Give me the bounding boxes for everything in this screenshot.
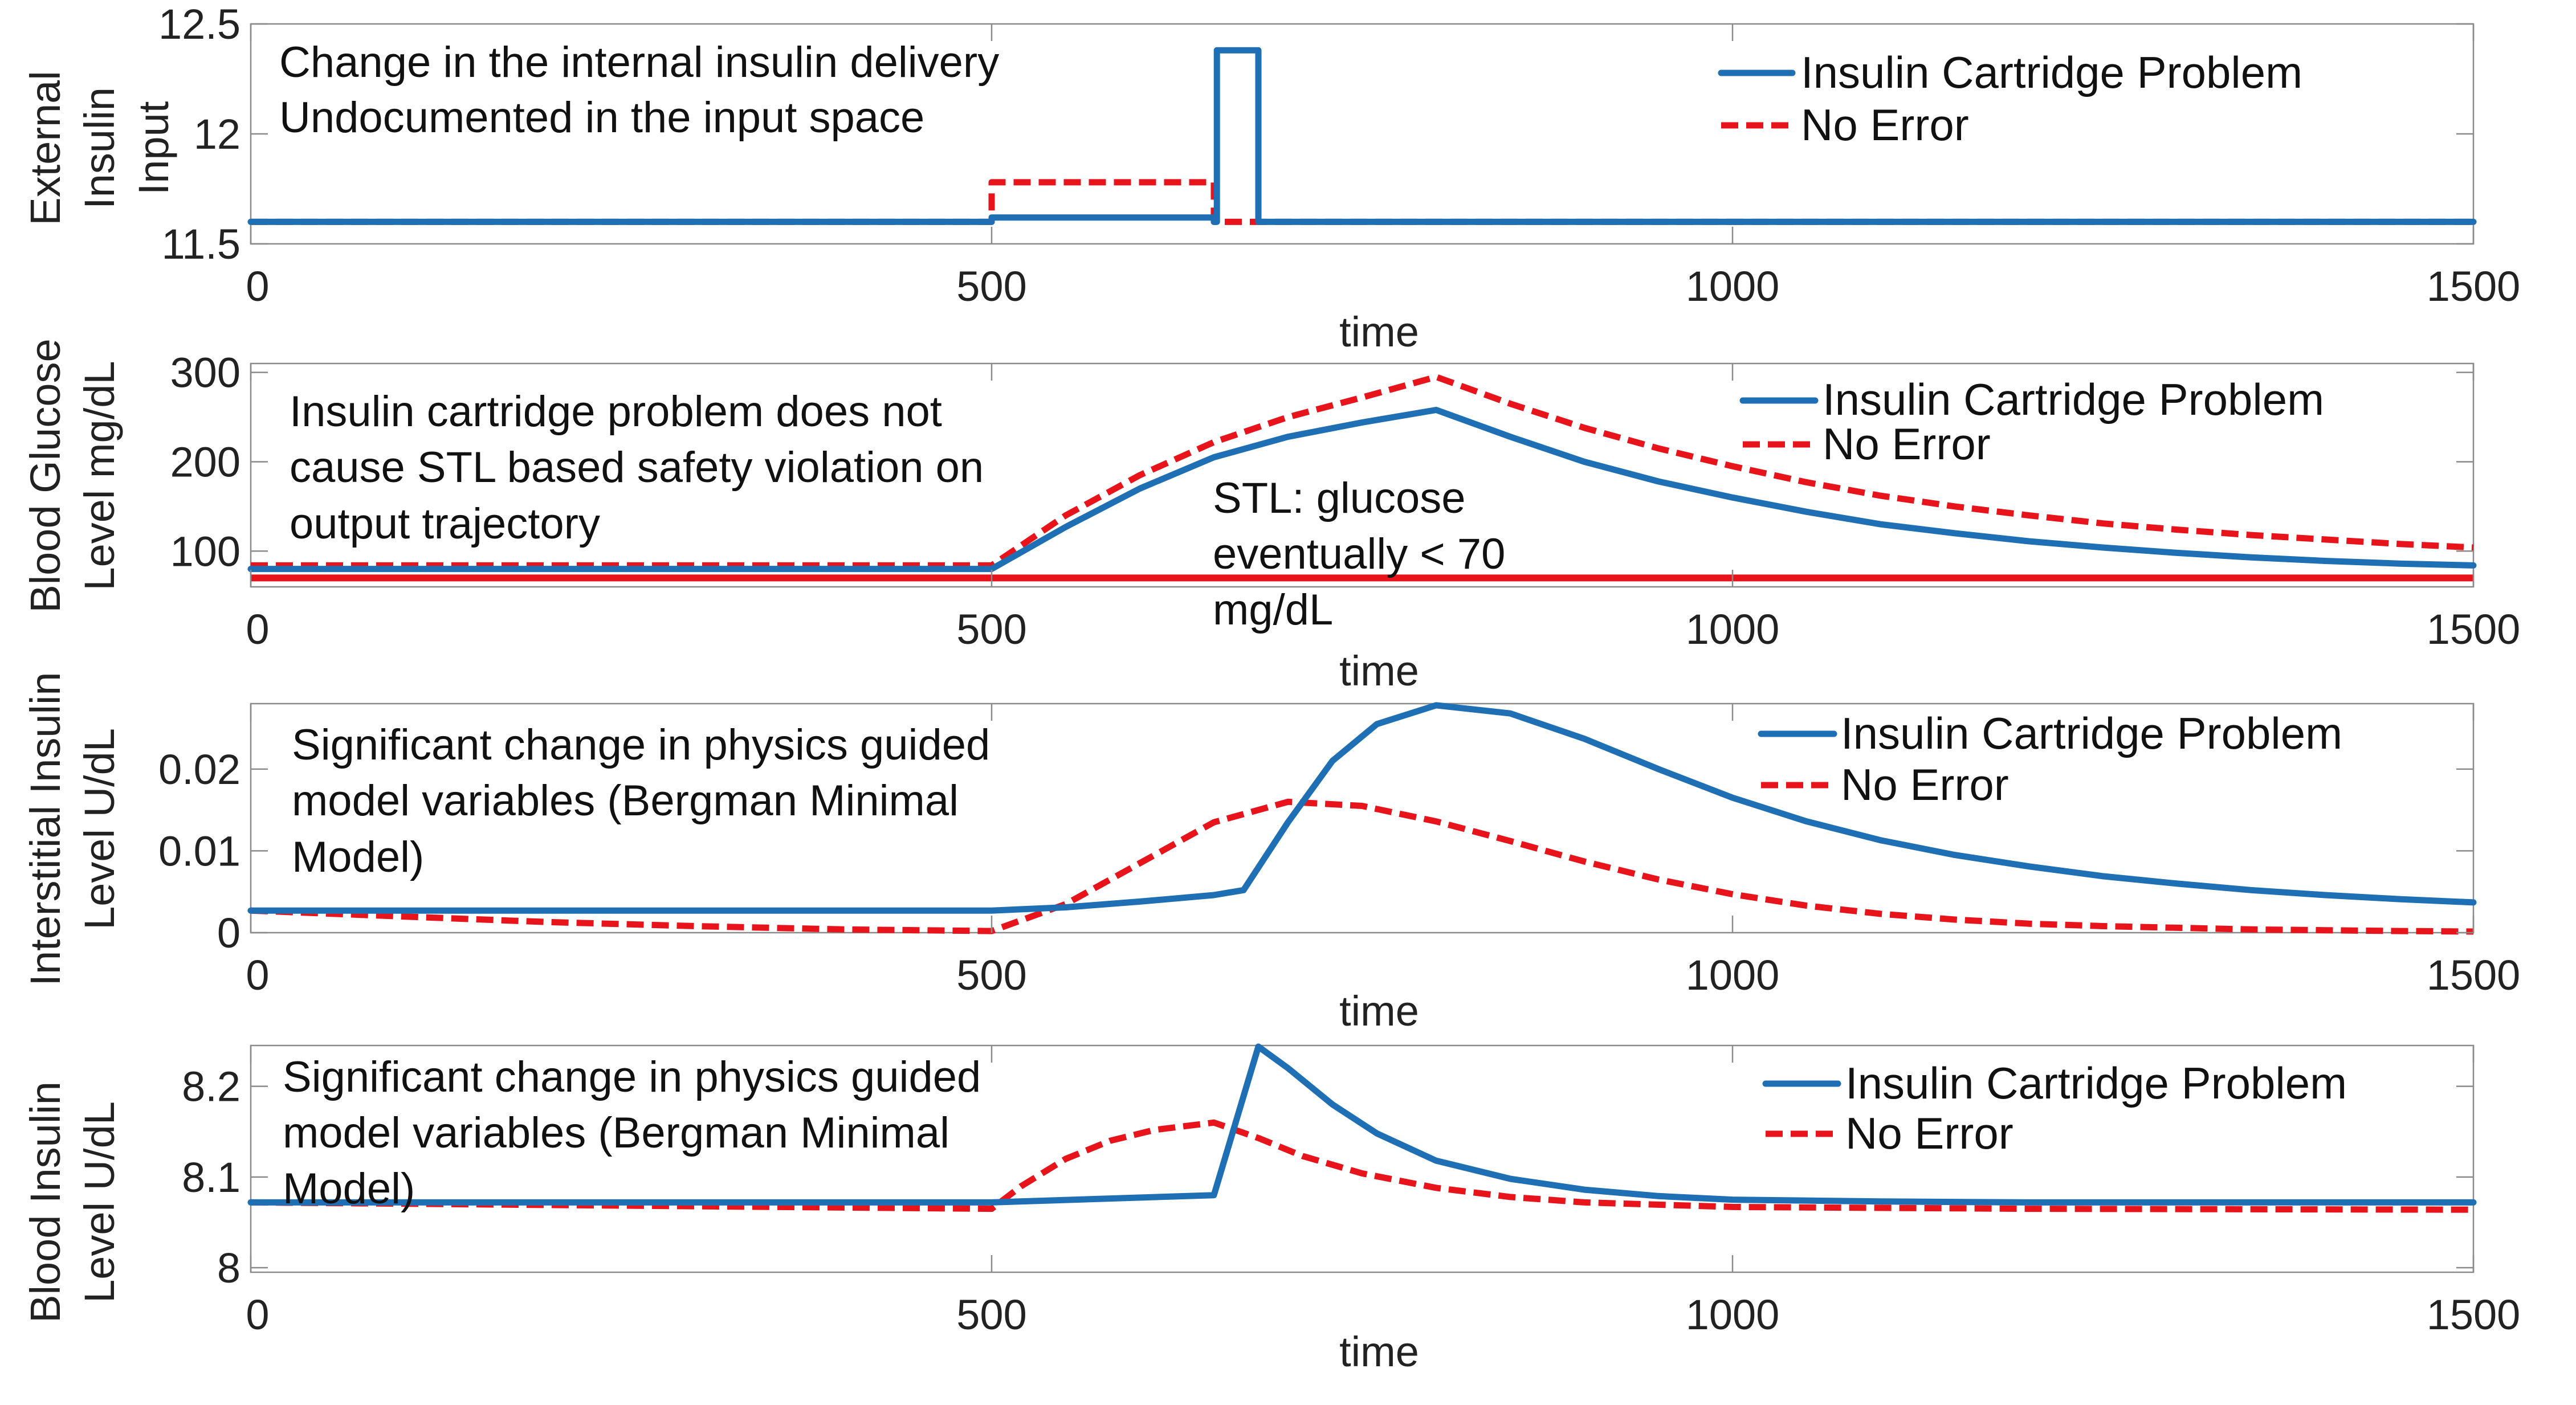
x-tick-label: 1500 — [2427, 606, 2521, 653]
x-tick-label: 1500 — [2427, 1291, 2521, 1338]
x-tick-label: 1500 — [2427, 263, 2521, 310]
x-tick-label: 500 — [956, 951, 1026, 999]
series-line-cartridge — [247, 1043, 2477, 1206]
series-line-no-error — [250, 1119, 2474, 1213]
series-line-cartridge — [247, 47, 2477, 225]
x-tick-label: 1000 — [1686, 263, 1780, 310]
x-axis-label: time — [1339, 1328, 1419, 1375]
plot-area — [250, 702, 2475, 934]
x-tick-label: 500 — [956, 606, 1026, 653]
tick-layer: 0 500 1000 1500 100 200 300 — [170, 349, 2521, 653]
y-axis-label-line-3: Input — [130, 101, 177, 195]
series-layer — [247, 47, 2477, 225]
y-axis-label-line-2: Level U/dL — [76, 1101, 123, 1303]
tick-layer: 0 500 1000 1500 11.5 12 12.5 — [158, 1, 2520, 310]
annotation-line-2: model variables (Bergman Minimal — [292, 777, 959, 825]
annotation-line-2: cause STL based safety violation on — [290, 443, 984, 492]
series-line-cartridge — [247, 407, 2477, 573]
legend: Insulin Cartridge Problem No Error — [1762, 1058, 2347, 1158]
y-tick-label: 300 — [170, 349, 241, 397]
annotation: Insulin cartridge problem does not cause… — [290, 387, 984, 548]
annotation-line-1: Insulin cartridge problem does not — [290, 387, 942, 436]
series-layer — [247, 1043, 2477, 1213]
plot-area — [250, 23, 2475, 245]
series-line-no-error — [251, 374, 2474, 569]
x-tick-label: 500 — [956, 263, 1026, 310]
annotation-line-3: Model) — [292, 833, 424, 881]
annotation-line-2: Undocumented in the input space — [279, 93, 924, 142]
series-line-cartridge — [247, 702, 2477, 914]
stl-annotation-line-1: STL: glucose — [1213, 474, 1466, 522]
x-tick-label: 1000 — [1686, 1291, 1780, 1338]
panel-external-insulin: 0 500 1000 1500 11.5 12 12.5 time External Ins… — [22, 1, 2520, 356]
y-axis-label-line-1: External — [22, 71, 69, 225]
y-axis-label-line-2: Level mg/dL — [76, 361, 123, 590]
x-axis-label: time — [1339, 308, 1419, 356]
tick-layer: 0 500 1000 1500 8 8.1 8.2 — [182, 1045, 2520, 1338]
annotation: Significant change in physics guided mod… — [283, 1053, 981, 1213]
annotation-line-1: Significant change in physics guided — [292, 721, 990, 769]
series-layer — [247, 702, 2477, 935]
legend: Insulin Cartridge Problem No Error — [1718, 47, 2302, 150]
y-axis-label: Interstitial Insulin Level U/dL — [22, 672, 123, 986]
y-tick-label: 100 — [170, 528, 241, 575]
annotation: Change in the internal insulin delivery … — [279, 38, 999, 142]
stl-annotation-line-3: mg/dL — [1213, 586, 1333, 634]
panel-blood-insulin: 0 500 1000 1500 8 8.1 8.2 time Blood Insulin L… — [22, 1043, 2520, 1375]
y-tick-label: 12.5 — [158, 1, 241, 48]
legend-label-no-error: No Error — [1841, 759, 2009, 810]
y-tick-label: 8.2 — [182, 1063, 241, 1110]
y-axis-label-line-2: Level U/dL — [76, 728, 123, 930]
legend-label-cartridge: Insulin Cartridge Problem — [1823, 374, 2324, 424]
y-tick-label: 8 — [217, 1244, 241, 1292]
y-axis-label-line-1: Interstitial Insulin — [22, 672, 69, 986]
y-axis-label-line-2: Insulin — [76, 87, 123, 209]
stl-annotation-line-2: eventually < 70 — [1213, 530, 1505, 578]
tick-layer: 0 500 1000 1500 0 0.01 0.02 — [158, 704, 2520, 999]
y-tick-label: 0.02 — [158, 746, 241, 793]
y-axis-label: Blood Glucose Level mg/dL — [22, 338, 123, 612]
x-tick-label: 0 — [246, 263, 269, 310]
x-tick-label: 1500 — [2427, 951, 2521, 999]
annotation-line-3: output trajectory — [290, 500, 600, 548]
legend-label-no-error: No Error — [1801, 100, 1969, 150]
x-tick-label: 0 — [246, 1291, 269, 1338]
legend-label-cartridge: Insulin Cartridge Problem — [1841, 708, 2342, 758]
x-tick-label: 0 — [246, 606, 269, 653]
x-tick-label: 1000 — [1686, 951, 1780, 999]
x-tick-label: 0 — [246, 951, 269, 999]
annotation-line-1: Significant change in physics guided — [283, 1053, 981, 1101]
x-axis-label: time — [1339, 647, 1419, 695]
legend-label-no-error: No Error — [1845, 1108, 2013, 1158]
legend-label-cartridge: Insulin Cartridge Problem — [1845, 1058, 2347, 1108]
annotation: Significant change in physics guided mod… — [292, 721, 990, 881]
y-tick-label: 11.5 — [161, 220, 241, 268]
legend: Insulin Cartridge Problem No Error — [1758, 708, 2342, 810]
y-tick-label: 0 — [217, 909, 241, 957]
panel-blood-glucose: 0 500 1000 1500 100 200 300 time Blood Glucose… — [22, 338, 2520, 695]
x-tick-label: 1000 — [1686, 606, 1780, 653]
panel-interstitial-insulin: 0 500 1000 1500 0 0.01 0.02 time Interstitial … — [22, 672, 2520, 1035]
y-axis-label: External Insulin Input — [22, 71, 177, 225]
legend-label-no-error: No Error — [1823, 419, 1991, 469]
x-axis-label: time — [1339, 987, 1419, 1035]
legend-label-cartridge: Insulin Cartridge Problem — [1801, 47, 2302, 97]
annotation-line-1: Change in the internal insulin delivery — [279, 38, 999, 87]
y-tick-label: 12 — [194, 111, 241, 158]
series-line-no-error — [250, 798, 2474, 935]
y-axis-label-line-1: Blood Glucose — [22, 338, 69, 612]
x-tick-label: 500 — [956, 1291, 1026, 1338]
annotation-line-2: model variables (Bergman Minimal — [283, 1109, 949, 1157]
stl-annotation: STL: glucose eventually < 70 mg/dL — [1213, 474, 1505, 634]
y-axis-label-line-1: Blood Insulin — [22, 1081, 69, 1323]
plot-area — [250, 1044, 2475, 1273]
y-tick-label: 0.01 — [158, 827, 241, 875]
series-layer — [247, 374, 2477, 582]
y-axis-label: Blood Insulin Level U/dL — [22, 1081, 123, 1323]
y-tick-label: 200 — [170, 438, 241, 485]
legend: Insulin Cartridge Problem No Error — [1739, 374, 2324, 469]
annotation-line-3: Model) — [283, 1165, 415, 1213]
y-tick-label: 8.1 — [182, 1154, 241, 1201]
